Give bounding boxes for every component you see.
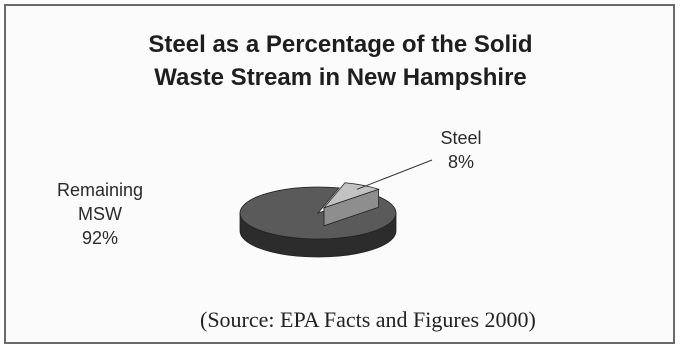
chart-title-line2: Waste Stream in New Hampshire	[154, 64, 527, 91]
chart-frame	[4, 4, 675, 344]
pie-slice-steel	[322, 182, 380, 209]
steel-label-value: 8%	[447, 152, 474, 172]
steel-label: Steel 8%	[416, 126, 506, 174]
remaining-label: Remaining MSW 92%	[40, 178, 160, 250]
steel-leader-line	[356, 159, 433, 190]
source-note: (Source: EPA Facts and Figures 2000)	[200, 307, 536, 332]
remaining-label-line1: Remaining	[56, 180, 144, 200]
remaining-label-value: 92%	[81, 228, 119, 248]
chart-title-line1: Steel as a Percentage of the Solid	[148, 31, 533, 58]
remaining-label-line2: MSW	[78, 204, 122, 224]
steel-label-name: Steel	[440, 128, 482, 148]
